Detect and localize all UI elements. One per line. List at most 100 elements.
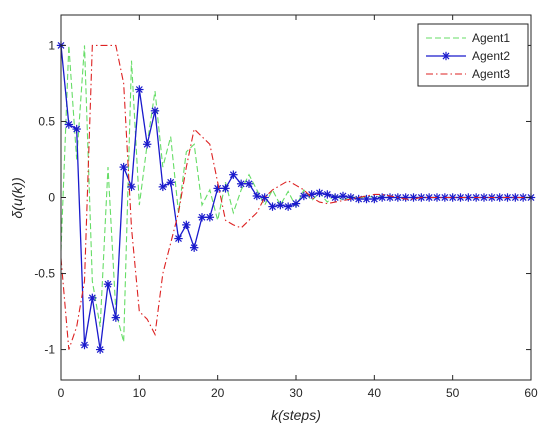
series-marker-agent2-38 [354,194,363,204]
series-marker-agent2-23 [236,179,246,189]
series-marker-agent2-30-stroke-3 [292,200,300,208]
series-marker-agent2-39-stroke-3 [363,195,370,203]
y-tick-label-2: 0 [48,191,55,205]
series-marker-agent2-13 [158,182,168,192]
series-marker-agent2-5-stroke-3 [96,346,104,354]
series-marker-agent2-32 [307,190,316,199]
series-marker-agent2-36-stroke-3 [339,192,347,200]
series-marker-agent2-18-stroke-3 [198,213,206,221]
series-marker-agent2-29-stroke-3 [284,203,292,211]
series-marker-agent2-42-stroke-3 [386,194,394,201]
y-axis-label: δ(u(k)) [9,177,25,218]
x-tick-label-3: 30 [289,386,303,400]
series-marker-agent2-12 [150,106,160,116]
series-layer [56,41,536,354]
series-marker-agent2-19-stroke-3 [206,213,214,221]
series-marker-agent2-16 [182,220,191,230]
series-marker-agent2-12-stroke-3 [151,107,159,115]
legend-label-agent3: Agent3 [472,67,510,81]
series-marker-agent2-1-stroke-3 [65,121,73,128]
series-marker-agent2-35-stroke-3 [331,194,339,201]
series-marker-agent2-33-stroke-3 [316,189,323,197]
series-marker-agent2-29 [283,202,293,211]
series-marker-agent2-41-stroke-3 [378,194,386,201]
series-marker-agent2-44-stroke-3 [402,194,410,201]
series-marker-agent2-18 [197,213,207,222]
series-marker-agent2-40-stroke-3 [370,195,378,203]
series-marker-agent2-31-stroke-3 [300,192,308,200]
legend-label-agent1: Agent1 [472,31,510,45]
series-marker-agent2-2 [72,124,81,134]
series-marker-agent2-34-stroke-3 [323,191,331,198]
series-line-agent3 [60,44,531,350]
series-marker-agent2-45 [409,193,418,202]
series-marker-agent2-25 [252,191,262,201]
series-marker-agent2-20-stroke-3 [214,184,222,192]
series-marker-agent2-27 [268,202,277,211]
y-tick-label-1: -0.5 [34,267,55,281]
series-marker-agent2-15 [174,234,183,243]
series-marker-agent2-8 [119,162,128,172]
series-marker-agent2-50 [448,193,457,202]
x-tick-label-0: 0 [58,386,65,400]
series-marker-agent2-58-stroke-3 [511,194,519,201]
series-marker-agent2-50-stroke-3 [449,194,457,201]
series-marker-agent2-39 [362,194,371,204]
series-marker-agent2-21 [221,184,230,193]
series-marker-agent2-32-stroke-3 [308,191,316,198]
series-marker-agent2-47-stroke-3 [425,194,433,201]
series-marker-agent2-19 [205,213,215,222]
series-marker-agent2-16-stroke-3 [182,221,190,229]
series-marker-agent2-10 [135,85,144,94]
series-marker-agent2-35 [330,193,340,202]
series-marker-agent2-33 [315,188,324,198]
x-tick-label-4: 40 [368,386,382,400]
series-marker-agent2-14-stroke-3 [167,178,175,186]
series-marker-agent2-52-stroke-3 [464,194,472,201]
x-tick-label-1: 10 [133,386,147,400]
series-marker-agent2-6-stroke-3 [104,280,112,288]
ticks-layer: 0 10 20 30 40 50 60 -1 -0.5 0 0.5 1 [34,15,538,400]
series-marker-agent2-36 [338,191,348,201]
series-marker-agent2-3-stroke-3 [81,341,88,349]
series-marker-agent2-4 [88,293,97,303]
series-marker-agent2-41 [377,193,387,202]
series-marker-agent2-7-stroke-3 [112,314,120,322]
series-marker-agent2-6 [103,279,113,289]
series-marker-agent2-13-stroke-3 [159,183,167,191]
series-marker-agent2-34 [323,190,332,199]
series-marker-agent2-17 [189,243,199,252]
x-tick-label-2: 20 [211,386,225,400]
series-marker-agent2-20 [213,184,222,193]
series-marker-agent2-28-stroke-3 [276,201,284,209]
series-marker-agent2-4-stroke-3 [88,294,96,302]
series-marker-agent2-26-stroke-3 [261,194,269,201]
series-marker-agent2-26 [260,193,269,202]
series-marker-agent2-37 [346,193,356,202]
series-marker-agent2-14 [166,178,175,187]
series-marker-agent2-3 [80,340,89,350]
series-marker-agent2-17-stroke-3 [190,244,198,252]
series-marker-agent2-24-stroke-3 [245,180,253,188]
series-marker-agent2-5 [95,345,105,354]
x-axis-label: k(steps) [271,407,321,423]
legend-marker-agent2-stroke-3 [442,52,450,60]
series-marker-agent2-42 [385,193,395,202]
legend: Agent1 Agent2 Agent3 [417,23,529,87]
series-marker-agent2-25-stroke-3 [253,192,261,200]
series-marker-agent2-11 [142,140,152,149]
x-tick-label-6: 60 [524,386,538,400]
series-marker-agent2-8-stroke-3 [120,163,128,171]
x-tick-label-5: 50 [446,386,460,400]
series-marker-agent2-10-stroke-3 [135,86,143,93]
y-tick-label-4: 1 [48,38,55,52]
series-marker-agent2-27-stroke-3 [269,203,276,211]
legend-label-agent2: Agent2 [472,49,510,63]
series-marker-agent2-7 [111,313,121,322]
y-tick-label-0: -1 [44,343,55,357]
legend-marker-agent2 [441,51,451,61]
legend-box [417,23,529,87]
series-marker-agent2-2-stroke-3 [73,125,81,133]
y-tick-label-3: 0.5 [38,114,55,128]
